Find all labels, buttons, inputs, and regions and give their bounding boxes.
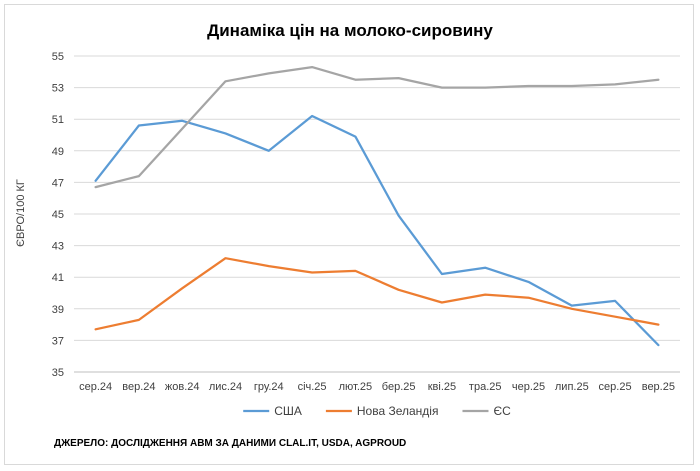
y-axis-ticks: 35 37 39 41 43 45 47 49 51 53 55 xyxy=(52,51,64,379)
series-lines xyxy=(94,65,660,347)
series-line xyxy=(94,114,660,347)
x-tick-label: лют.25 xyxy=(339,381,373,393)
series-line xyxy=(94,257,660,331)
y-tick-label: 41 xyxy=(52,272,64,284)
x-axis-ticks: сер.24 вер.24 жов.24 лис.24 гру.24 січ.25 лют.… xyxy=(79,381,675,393)
chart-title: Динаміка цін на молоко-сировину xyxy=(207,21,493,40)
x-tick-label: сер.25 xyxy=(599,381,632,393)
gridlines xyxy=(74,55,680,373)
legend-label: Нова Зеландія xyxy=(357,404,439,418)
x-tick-label: вер.24 xyxy=(122,381,155,393)
y-tick-label: 53 xyxy=(52,83,64,95)
x-tick-label: лис.24 xyxy=(209,381,242,393)
y-tick-label: 45 xyxy=(52,209,64,221)
x-tick-label: жов.24 xyxy=(165,381,200,393)
x-tick-label: вер.25 xyxy=(642,381,675,393)
y-tick-label: 51 xyxy=(52,114,64,126)
x-tick-label: гру.24 xyxy=(254,381,284,393)
y-tick-label: 43 xyxy=(52,241,64,253)
x-tick-label: сер.24 xyxy=(79,381,112,393)
x-tick-label: чер.25 xyxy=(512,381,545,393)
y-axis-label: ЄВРО/100 КГ xyxy=(15,179,27,247)
x-tick-label: тра.25 xyxy=(469,381,502,393)
x-tick-label: бер.25 xyxy=(382,381,416,393)
legend: США Нова Зеландія ЄС xyxy=(243,404,511,418)
legend-label: ЄС xyxy=(493,404,511,418)
chart-frame xyxy=(4,4,694,465)
x-tick-label: лип.25 xyxy=(555,381,589,393)
x-tick-label: січ.25 xyxy=(298,381,327,393)
y-tick-label: 49 xyxy=(52,146,64,158)
x-tick-label: кві.25 xyxy=(428,381,456,393)
y-tick-label: 35 xyxy=(52,367,64,379)
y-tick-label: 47 xyxy=(52,177,64,189)
source-note: ДЖЕРЕЛО: ДОСЛІДЖЕННЯ АВМ ЗА ДАНИМИ CLAL.… xyxy=(54,438,406,449)
y-tick-label: 55 xyxy=(52,51,64,63)
y-tick-label: 37 xyxy=(52,335,64,347)
series-line xyxy=(94,65,660,189)
y-tick-label: 39 xyxy=(52,304,64,316)
legend-label: США xyxy=(274,404,302,418)
